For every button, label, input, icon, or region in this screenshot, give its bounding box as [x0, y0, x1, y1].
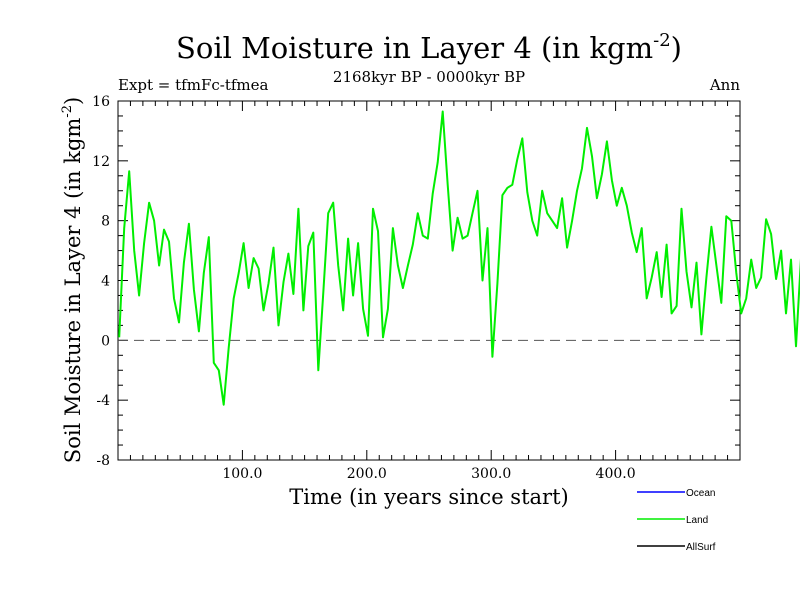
y-axis-label-close: )	[61, 97, 85, 105]
y-tick-label: -4	[96, 393, 110, 409]
x-tick-label: 100.0	[222, 466, 262, 482]
y-axis-label-superscript: -2	[60, 105, 75, 118]
legend-label-allsurf: AllSurf	[686, 542, 716, 553]
x-axis-label: Time (in years since start)	[289, 485, 568, 509]
y-tick-label: -8	[96, 453, 110, 469]
y-tick-label: 8	[101, 214, 110, 230]
series-line-land	[118, 110, 800, 406]
x-tick-label: 400.0	[596, 466, 636, 482]
experiment-label: Expt = tfmFc-tfmea	[118, 76, 269, 94]
legend-label-ocean: Ocean	[686, 488, 715, 499]
chart-title: Soil Moisture in Layer 4 (in kgm-2)	[176, 30, 682, 65]
y-tick-label: 4	[101, 274, 110, 290]
y-axis-label: Soil Moisture in Layer 4 (in kgm-2)	[60, 97, 85, 463]
chart-title-superscript: -2	[653, 30, 671, 51]
legend: Ocean Land AllSurf	[637, 488, 716, 553]
y-axis-label-main: Soil Moisture in Layer 4 (in kgm	[61, 118, 85, 464]
x-tick-label: 300.0	[471, 466, 511, 482]
y-tick-label: 0	[101, 333, 110, 349]
chart-title-close: )	[671, 31, 682, 65]
chart-subtitle: 2168kyr BP - 0000kyr BP	[333, 68, 525, 86]
y-tick-label: 16	[92, 94, 110, 110]
legend-label-land: Land	[686, 515, 708, 526]
x-tick-label: 200.0	[347, 466, 387, 482]
chart-title-main: Soil Moisture in Layer 4 (in kgm	[176, 31, 653, 65]
y-tick-label: 12	[92, 154, 110, 170]
period-label: Ann	[709, 76, 740, 94]
axis-ticks: 100.0 200.0 300.0 400.0 -8 -4 0 4 8 12 16	[92, 94, 740, 482]
